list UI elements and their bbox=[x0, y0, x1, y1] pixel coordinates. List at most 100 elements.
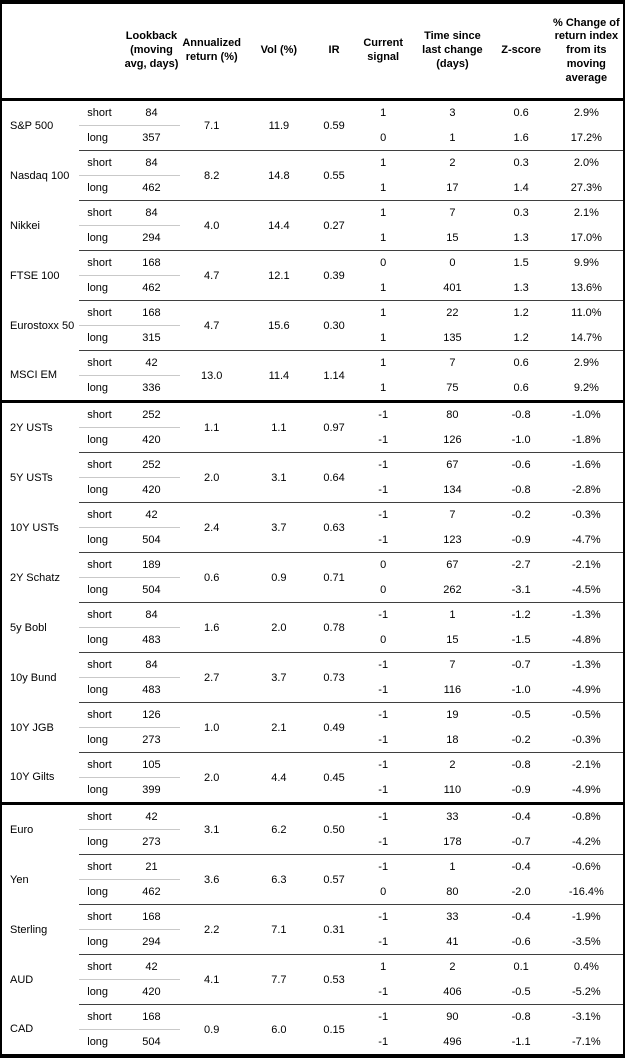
cell-z-score: 1.4 bbox=[513, 181, 529, 194]
cell-vol: 14.4 bbox=[243, 200, 314, 251]
asset-row-short: Sterling short 168 2.2 7.1 0.31 -1 33 -0.4 -1.9% bbox=[1, 904, 624, 955]
cell-leg: long bbox=[79, 979, 124, 1005]
cell-pct-change: -0.3% bbox=[571, 733, 601, 746]
cell-annualized-return: 4.7 bbox=[179, 250, 244, 301]
cell-z-score: 1.6 bbox=[513, 131, 529, 144]
cell-ir: 0.71 bbox=[313, 552, 355, 603]
cell-ir: 0.64 bbox=[313, 452, 355, 503]
cell-vol: 3.1 bbox=[243, 452, 314, 503]
asset-row-long: long 504 -1 123 -0.9 -4.7% bbox=[1, 527, 624, 553]
cell-vol: 15.6 bbox=[243, 300, 314, 351]
cell-leg: long bbox=[79, 677, 124, 703]
header-pct-change: % Change of return index from its moving… bbox=[549, 2, 624, 101]
cell-time-since: 1 bbox=[412, 602, 493, 628]
cell-lookback: 504 bbox=[123, 527, 180, 553]
cell-ir: 0.53 bbox=[313, 954, 355, 1005]
cell-lookback: 189 bbox=[123, 552, 180, 578]
cell-leg: long bbox=[79, 225, 124, 251]
cell-signal: 0 bbox=[380, 583, 387, 596]
cell-vol: 7.1 bbox=[243, 904, 314, 955]
cell-pct-change: 2.9% bbox=[573, 107, 599, 120]
cell-asset-name: 2Y USTs bbox=[1, 400, 80, 453]
cell-z-score: -0.8 bbox=[492, 752, 550, 778]
cell-z-score: -0.9 bbox=[511, 533, 531, 546]
cell-time-since: 123 bbox=[443, 533, 462, 546]
cell-ir: 0.27 bbox=[313, 200, 355, 251]
cell-signal: -1 bbox=[378, 783, 389, 796]
cell-ir: 0.31 bbox=[313, 904, 355, 955]
cell-pct-change: -3.1% bbox=[549, 1004, 624, 1030]
cell-signal: -1 bbox=[378, 733, 389, 746]
asset-row-long: long 483 -1 116 -1.0 -4.9% bbox=[1, 677, 624, 703]
header-time-since: Time since last change (days) bbox=[412, 2, 493, 101]
cell-vol: 1.1 bbox=[243, 400, 314, 453]
cell-time-since: 110 bbox=[443, 783, 462, 796]
cell-time-since: 80 bbox=[446, 885, 459, 898]
cell-pct-change: -4.8% bbox=[571, 633, 601, 646]
cell-vol: 3.7 bbox=[243, 652, 314, 703]
cell-leg: long bbox=[79, 929, 124, 955]
cell-pct-change: 9.2% bbox=[573, 381, 599, 394]
cell-z-score: -0.6 bbox=[511, 935, 531, 948]
cell-z-score: -0.5 bbox=[492, 702, 550, 728]
cell-lookback: 420 bbox=[123, 979, 180, 1005]
cell-lookback: 252 bbox=[123, 400, 180, 428]
cell-pct-change: 17.2% bbox=[570, 131, 602, 144]
cell-z-score: -0.8 bbox=[492, 1004, 550, 1030]
cell-pct-change: -0.3% bbox=[549, 502, 624, 528]
cell-lookback: 168 bbox=[123, 250, 180, 276]
cell-signal: 1 bbox=[354, 350, 413, 376]
asset-row-long: long 483 0 15 -1.5 -4.8% bbox=[1, 627, 624, 653]
cell-pct-change: -2.1% bbox=[549, 552, 624, 578]
asset-row-short: 10Y JGB short 126 1.0 2.1 0.49 -1 19 -0.5 -0.5% bbox=[1, 702, 624, 753]
cell-z-score: -3.1 bbox=[511, 583, 531, 596]
header-row: Lookback (moving avg, days) Annualized r… bbox=[1, 2, 624, 101]
cell-time-since: 116 bbox=[443, 683, 462, 696]
cell-asset-name: 10y Bund bbox=[10, 671, 57, 684]
cell-leg: long bbox=[79, 527, 124, 553]
cell-leg: long bbox=[79, 477, 124, 503]
cell-lookback: 462 bbox=[123, 275, 180, 301]
cell-vol: 0.9 bbox=[243, 552, 314, 603]
cell-signal: -1 bbox=[354, 752, 413, 778]
cell-time-since: 7 bbox=[412, 350, 493, 376]
cell-ir: 0.57 bbox=[313, 854, 355, 905]
cell-pct-change: -0.8% bbox=[549, 802, 624, 830]
cell-pct-change: 9.9% bbox=[549, 250, 624, 276]
cell-leg: short bbox=[79, 904, 124, 930]
cell-signal: 1 bbox=[380, 231, 387, 244]
cell-time-since: 67 bbox=[412, 452, 493, 478]
cell-pct-change: -7.1% bbox=[571, 1035, 601, 1048]
cell-annualized-return: 1.6 bbox=[179, 602, 244, 653]
cell-ir: 1.14 bbox=[313, 350, 355, 402]
asset-row-short: 5y Bobl short 84 1.6 2.0 0.78 -1 1 -1.2 -1.3% bbox=[1, 602, 624, 653]
cell-signal: -1 bbox=[354, 854, 413, 880]
cell-annualized-return: 4.7 bbox=[179, 300, 244, 351]
cell-leg: short bbox=[79, 652, 124, 678]
cell-signal: 1 bbox=[354, 300, 413, 326]
cell-leg: short bbox=[79, 752, 124, 778]
asset-row-long: long 504 0 262 -3.1 -4.5% bbox=[1, 577, 624, 603]
section-bonds: 2Y USTs short 252 1.1 1.1 0.97 -1 80 -0.8 -1.0% lo… bbox=[1, 400, 624, 804]
cell-z-score: 0.1 bbox=[492, 954, 550, 980]
cell-signal: 1 bbox=[354, 150, 413, 176]
header-ir: IR bbox=[313, 2, 355, 101]
cell-z-score: -1.5 bbox=[511, 633, 531, 646]
cell-z-score: -2.0 bbox=[511, 885, 531, 898]
cell-z-score: 1.3 bbox=[513, 231, 529, 244]
cell-leg: long bbox=[79, 175, 124, 201]
header-annualized-return: Annualized return (%) bbox=[179, 2, 244, 101]
cell-signal: 1 bbox=[354, 954, 413, 980]
cell-vol: 6.3 bbox=[243, 854, 314, 905]
cell-pct-change: -1.9% bbox=[549, 904, 624, 930]
cell-leg: long bbox=[79, 727, 124, 753]
cell-lookback: 294 bbox=[123, 929, 180, 955]
cell-pct-change: 0.4% bbox=[549, 954, 624, 980]
cell-annualized-return: 13.0 bbox=[179, 350, 244, 402]
cell-asset-name: Nikkei bbox=[10, 219, 40, 232]
asset-row-short: 10y Bund short 84 2.7 3.7 0.73 -1 7 -0.7 -1.3% bbox=[1, 652, 624, 703]
cell-lookback: 42 bbox=[123, 802, 180, 830]
cell-z-score: -0.7 bbox=[511, 835, 531, 848]
cell-lookback: 294 bbox=[123, 225, 180, 251]
cell-vol: 2.1 bbox=[243, 702, 314, 753]
